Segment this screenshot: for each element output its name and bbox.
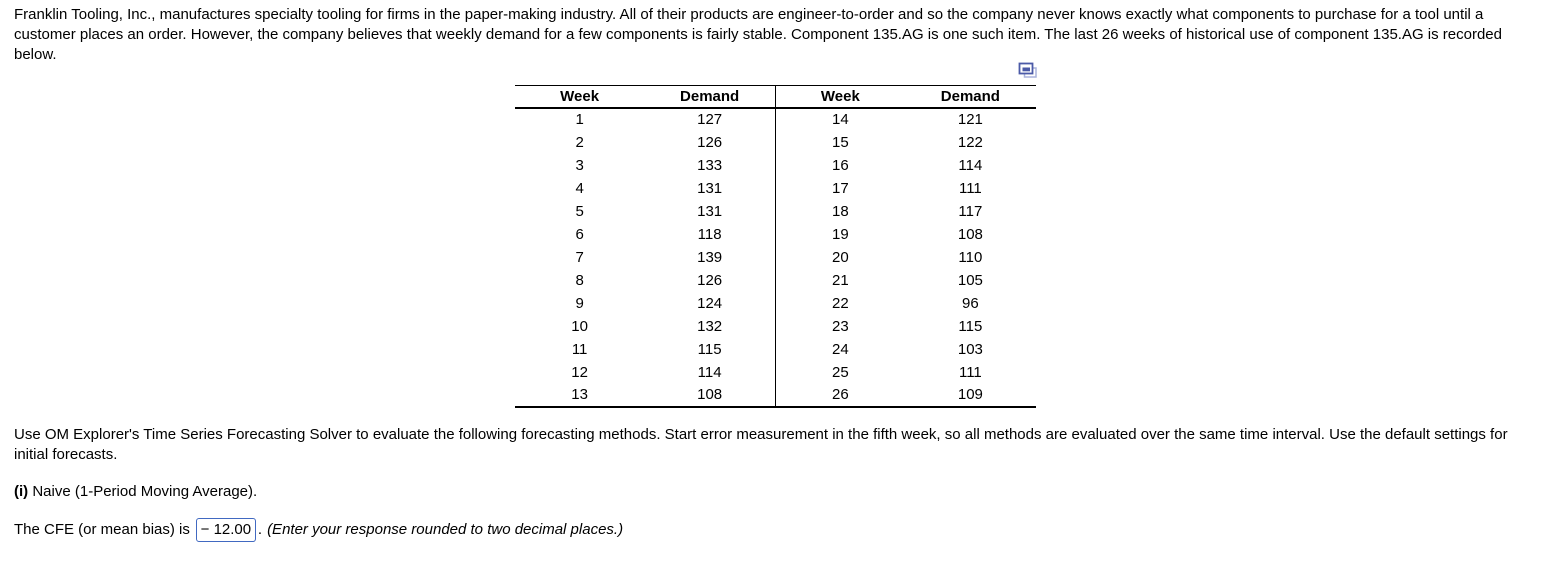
demand-table-body: 1 127 14 121 2 126 15 122 3 133 16 114 4 131 17 111 5 131… [515, 107, 1036, 407]
table-cell: 111 [958, 363, 982, 381]
table-cell: 108 [644, 383, 776, 407]
table-cell: 6 [575, 225, 584, 243]
table-cell: 17 [832, 179, 849, 197]
table-row: 8 126 21 105 [515, 268, 1036, 292]
demand-table-section: Week Demand Week Demand 1 127 14 121 2 126 15 1… [514, 62, 1037, 408]
table-cell: 18 [832, 202, 849, 220]
answer-line: The CFE (or mean bias) is . (Enter your … [14, 517, 1536, 542]
table-cell: 8 [575, 271, 584, 289]
table-cell: 126 [644, 130, 776, 154]
table-cell: 132 [644, 314, 776, 338]
table-cell: 26 [832, 386, 849, 403]
table-cell: 115 [958, 317, 983, 335]
answer-prefix: The CFE (or mean bias) is [14, 520, 190, 538]
table-row: 7 139 20 110 [515, 245, 1036, 269]
table-cell: 15 [832, 133, 849, 151]
table-row: 9 124 22 96 [515, 291, 1036, 315]
table-cell: 122 [957, 133, 983, 151]
table-cell: 3 [575, 156, 584, 174]
table-cell: 20 [832, 248, 849, 266]
table-cell: 118 [644, 222, 776, 246]
popup-table-icon[interactable] [1018, 62, 1038, 79]
table-cell: 12 [571, 363, 588, 381]
table-cell: 5 [575, 202, 584, 220]
table-row: 2 126 15 122 [515, 130, 1036, 154]
table-header-cell: Demand [905, 85, 1036, 109]
table-cell: 1 [575, 111, 584, 128]
item-label: (i) [14, 482, 29, 500]
table-cell: 131 [644, 176, 776, 200]
table-cell: 126 [644, 268, 776, 292]
table-cell: 108 [957, 225, 983, 243]
table-row: 11 115 24 103 [515, 337, 1036, 361]
table-header-cell: Demand [644, 85, 776, 109]
question-panel: Franklin Tooling, Inc., manufactures spe… [14, 6, 1536, 542]
table-row: 4 131 17 111 [515, 176, 1036, 200]
table-cell: 21 [832, 271, 849, 289]
table-cell: 14 [832, 111, 849, 128]
demand-table-head: Week Demand Week Demand [514, 85, 1036, 109]
table-cell: 124 [644, 291, 776, 315]
table-header-row: Week Demand Week Demand [514, 85, 1036, 109]
demand-table: Week Demand Week Demand 1 127 14 121 2 126 15 1… [514, 85, 1036, 408]
table-cell: 23 [832, 317, 849, 335]
table-cell: 2 [575, 133, 584, 151]
table-cell: 96 [962, 294, 979, 312]
cfe-answer-input[interactable] [195, 517, 256, 542]
table-cell: 139 [644, 245, 776, 269]
table-row: 12 114 25 111 [515, 360, 1036, 384]
item-text: Naive (1-Period Moving Average). [28, 482, 258, 500]
table-cell: 103 [957, 340, 983, 358]
table-cell: 127 [644, 107, 776, 131]
table-cell: 114 [644, 360, 776, 384]
table-cell: 13 [571, 386, 588, 403]
table-cell: 7 [575, 248, 584, 266]
answer-note: (Enter your response rounded to two deci… [267, 520, 624, 538]
table-cell: 10 [571, 317, 588, 335]
table-row: 1 127 14 121 [515, 107, 1036, 131]
table-row: 3 133 16 114 [515, 153, 1036, 177]
table-cell: 110 [958, 248, 983, 266]
table-cell: 131 [644, 199, 776, 223]
table-cell: 24 [832, 340, 849, 358]
table-cell: 115 [644, 337, 776, 361]
table-cell: 133 [644, 153, 776, 177]
table-cell: 109 [957, 386, 983, 403]
table-row: 5 131 18 117 [515, 199, 1036, 223]
table-row: 13 108 26 109 [515, 383, 1036, 407]
table-cell: 19 [832, 225, 849, 243]
table-header-cell: Week [514, 85, 645, 109]
table-cell: 22 [832, 294, 849, 312]
table-cell: 121 [957, 111, 983, 128]
table-row: 10 132 23 115 [515, 314, 1036, 338]
answer-suffix: . [257, 520, 263, 538]
table-cell: 105 [957, 271, 983, 289]
intro-paragraph: Franklin Tooling, Inc., manufactures spe… [14, 6, 1502, 63]
table-header-cell: Week [775, 85, 906, 109]
table-cell: 25 [832, 363, 849, 381]
table-cell: 9 [575, 294, 584, 312]
table-cell: 117 [958, 202, 983, 220]
popup-table-icon-glyph [1018, 62, 1037, 78]
table-row: 6 118 19 108 [515, 222, 1036, 246]
item-line: (i) Naive (1-Period Moving Average). [14, 482, 1536, 502]
instructions-paragraph: Use OM Explorer's Time Series Forecastin… [14, 425, 1508, 463]
table-cell: 114 [958, 156, 983, 174]
table-cell: 16 [832, 156, 849, 174]
table-cell: 111 [958, 179, 982, 197]
table-cell: 11 [571, 340, 588, 358]
table-cell: 4 [575, 179, 584, 197]
